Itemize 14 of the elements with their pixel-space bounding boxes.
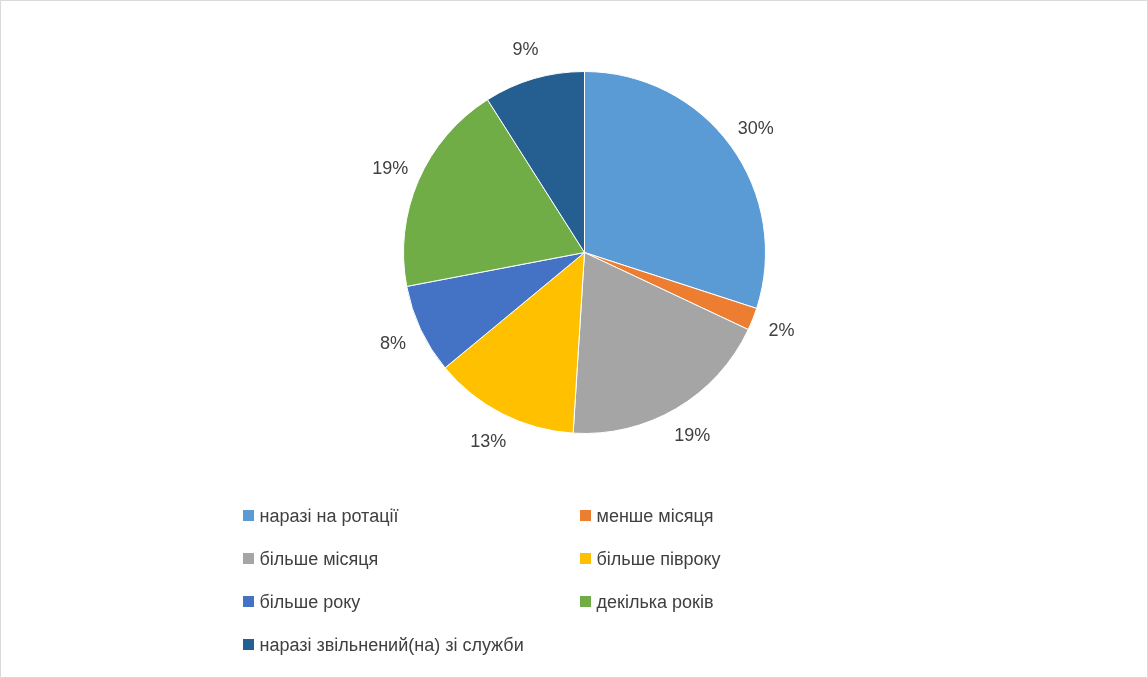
legend-label: більше півроку <box>596 548 721 569</box>
data-label: 8% <box>379 332 406 353</box>
data-label: 30% <box>737 118 774 139</box>
legend-label: більше року <box>259 591 361 612</box>
data-label: 19% <box>674 424 711 445</box>
legend-label: менше місяця <box>596 505 714 526</box>
legend-label: більше місяця <box>259 548 379 569</box>
data-label: 19% <box>372 158 409 179</box>
legend-label: наразі на ротації <box>259 505 399 526</box>
legend-label: наразі звільнений(на) зі служби <box>259 634 524 655</box>
data-label: 9% <box>512 39 539 60</box>
data-label: 13% <box>470 431 507 452</box>
legend-label: декілька років <box>596 591 714 612</box>
data-label: 2% <box>768 320 795 341</box>
